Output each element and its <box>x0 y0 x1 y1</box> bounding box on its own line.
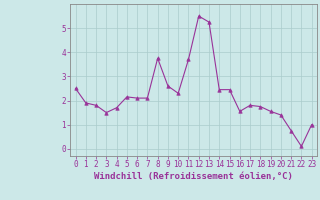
X-axis label: Windchill (Refroidissement éolien,°C): Windchill (Refroidissement éolien,°C) <box>94 172 293 181</box>
